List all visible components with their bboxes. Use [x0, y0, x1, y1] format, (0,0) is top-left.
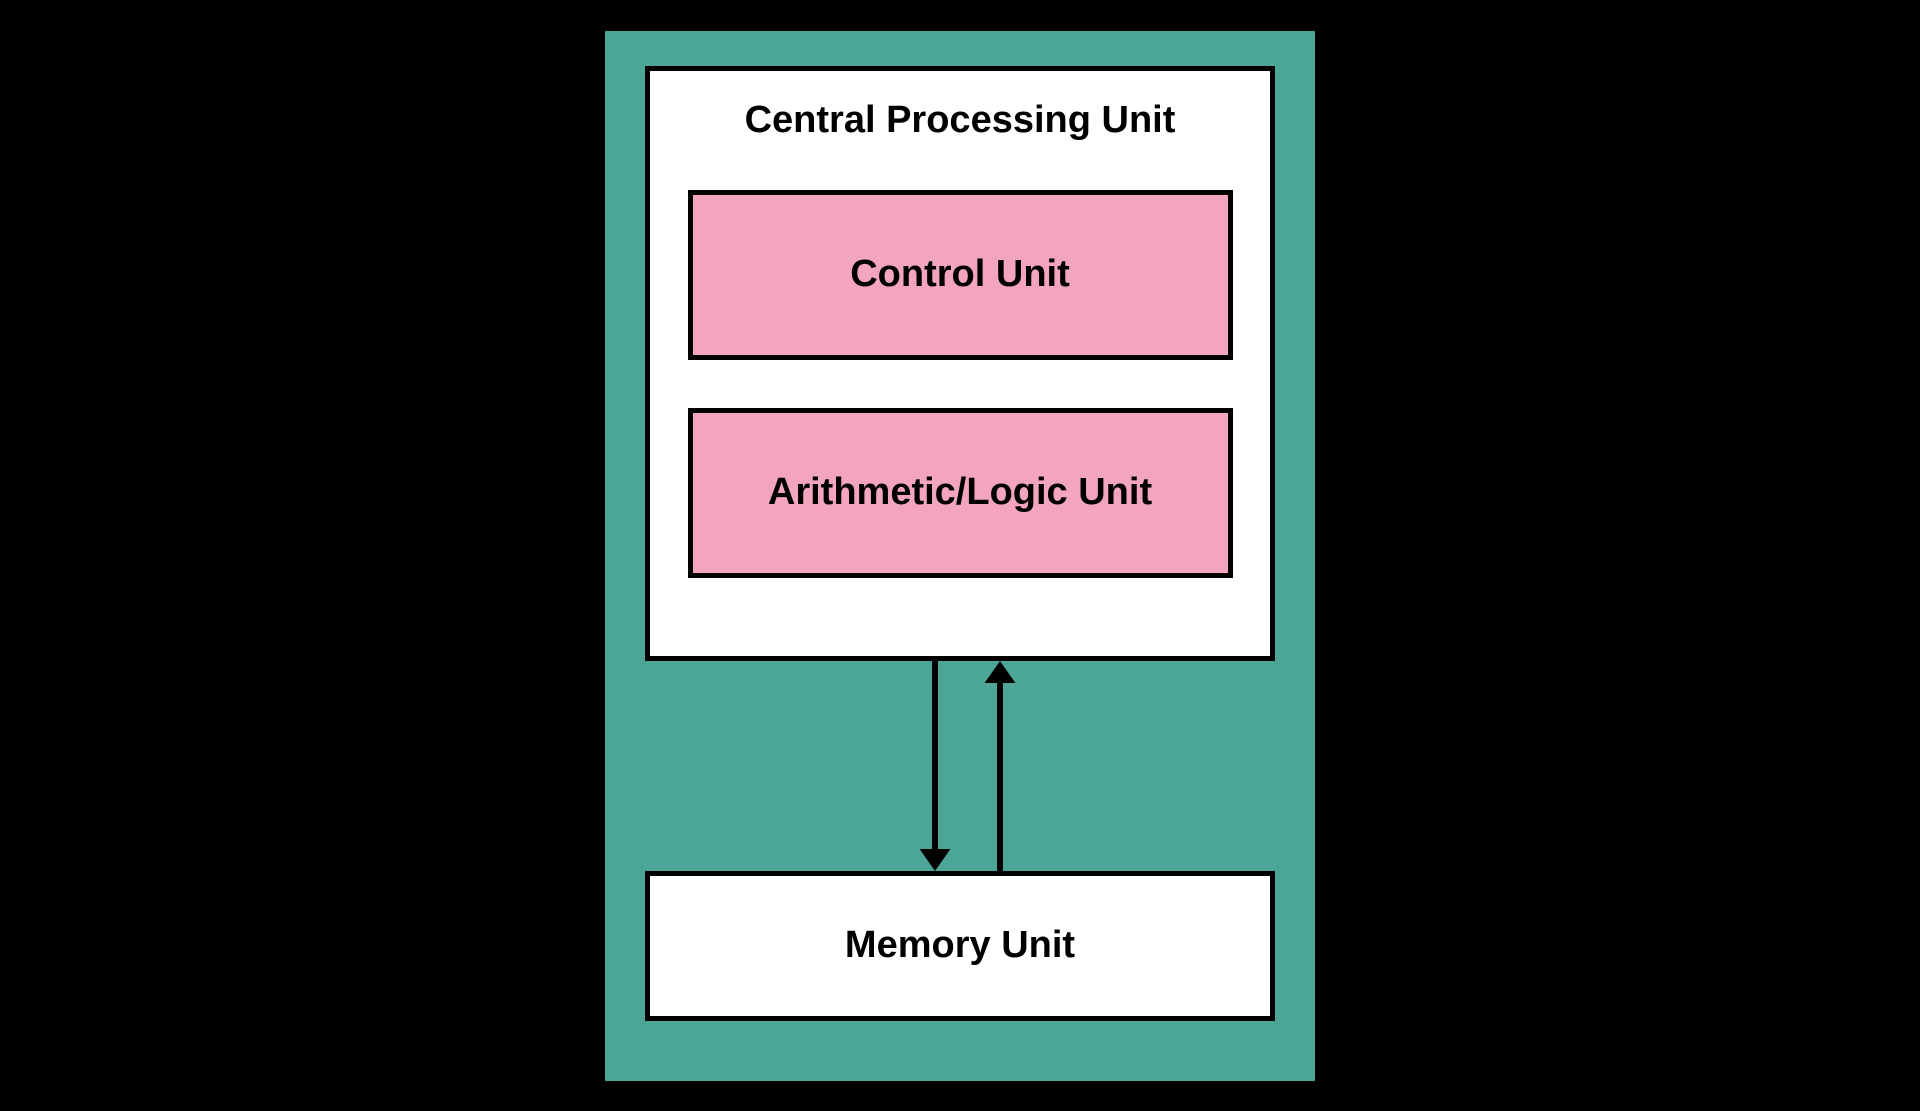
cpu-title: Central Processing Unit: [745, 99, 1176, 142]
control-unit-box: Control Unit: [688, 190, 1233, 360]
cpu-box: Central Processing Unit Control Unit Ari…: [645, 66, 1275, 661]
arrow-connector-area: [645, 661, 1275, 871]
control-unit-label: Control Unit: [850, 253, 1070, 296]
memory-unit-label: Memory Unit: [845, 924, 1075, 967]
diagram-container: Central Processing Unit Control Unit Ari…: [600, 26, 1320, 1086]
alu-label: Arithmetic/Logic Unit: [768, 471, 1152, 514]
memory-unit-box: Memory Unit: [645, 871, 1275, 1021]
bidirectional-arrows-icon: [645, 661, 1275, 871]
alu-box: Arithmetic/Logic Unit: [688, 408, 1233, 578]
